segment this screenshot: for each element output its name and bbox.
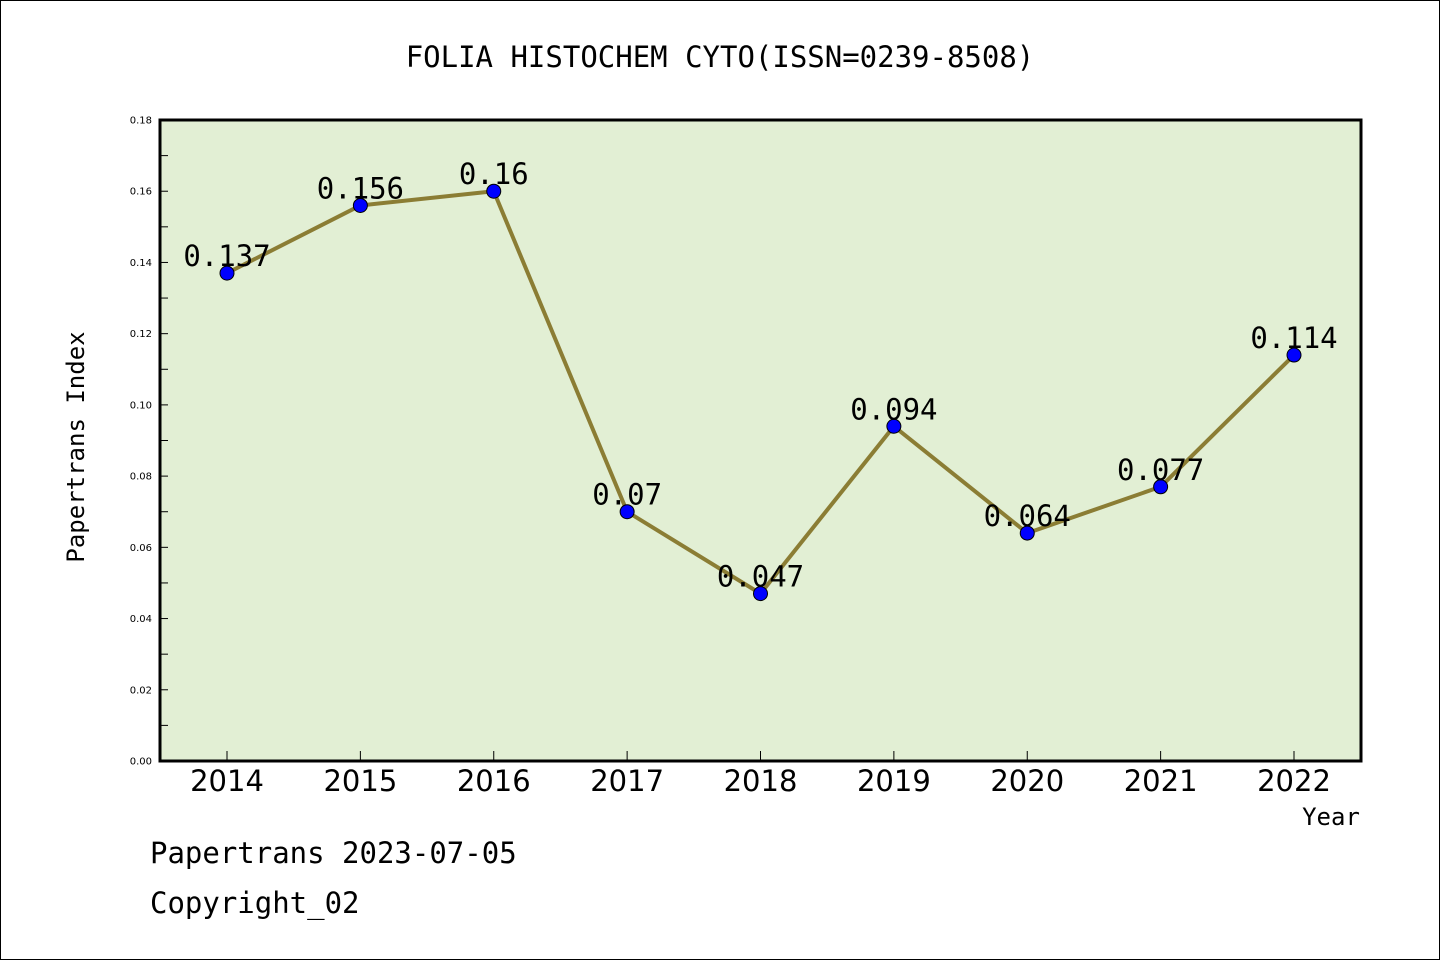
data-point-2019: [886, 418, 902, 434]
x-tick-label: 2016: [457, 764, 531, 798]
y-tick-label: 0.02: [130, 685, 152, 696]
data-point-2022: [1286, 347, 1302, 363]
data-label-2019: 0.094: [850, 392, 937, 426]
data-label-2015: 0.156: [317, 171, 404, 205]
data-point-2020: [1019, 525, 1035, 541]
data-point-2021: [1153, 479, 1169, 495]
data-label-2022: 0.114: [1250, 321, 1337, 355]
data-label-2020: 0.064: [984, 499, 1071, 533]
y-tick-label: 0.18: [130, 116, 152, 127]
y-tick-label: 0.14: [130, 258, 152, 269]
y-tick-label: 0.00: [130, 757, 152, 768]
y-tick-label: 0.10: [130, 400, 152, 411]
plot-area: [160, 120, 1361, 761]
data-labels-group: 0.137 0.156 0.16 0.07 0.047 0.094 0.064 0.077 0.…: [183, 157, 1337, 593]
x-tick-label: 2021: [1124, 764, 1198, 798]
chart-title: FOLIA HISTOCHEM CYTO(ISSN=0239-8508): [406, 40, 1035, 74]
x-tick-label: 2019: [857, 764, 931, 798]
x-tick-label: 2014: [190, 764, 264, 798]
footer-copyright: Copyright_02: [150, 886, 360, 921]
data-label-2018: 0.047: [717, 560, 804, 594]
data-point-2016: [486, 183, 502, 199]
y-tick-label: 0.06: [130, 543, 152, 554]
x-tick-label: 2020: [990, 764, 1064, 798]
data-label-2021: 0.077: [1117, 453, 1204, 487]
data-point-2018: [753, 586, 768, 602]
data-points-group: [219, 183, 1302, 602]
y-tick-label: 0.12: [130, 329, 152, 340]
x-tick-label: 2017: [590, 764, 664, 798]
x-tick-label: 2022: [1257, 764, 1331, 798]
data-point-2017: [619, 504, 635, 520]
footer-date: Papertrans 2023-07-05: [150, 836, 517, 870]
y-axis-label: Papertrans Index: [62, 331, 90, 562]
x-axis-label: Year: [1302, 803, 1360, 831]
x-tick-label: 2015: [323, 764, 397, 798]
data-label-2017: 0.07: [592, 478, 662, 512]
plot-border: [158, 118, 1363, 763]
data-label-2014: 0.137: [183, 239, 270, 273]
x-axis: 2014 2015 2016 2017 2018 2019 2020 2021 2022: [190, 751, 1331, 798]
y-tick-label: 0.08: [130, 472, 152, 483]
data-label-2016: 0.16: [459, 157, 529, 191]
data-point-2014: [219, 265, 235, 281]
y-tick-label: 0.04: [130, 614, 152, 625]
data-point-2015: [352, 197, 368, 213]
y-tick-label: 0.16: [130, 187, 152, 198]
x-tick-label: 2018: [724, 764, 798, 798]
